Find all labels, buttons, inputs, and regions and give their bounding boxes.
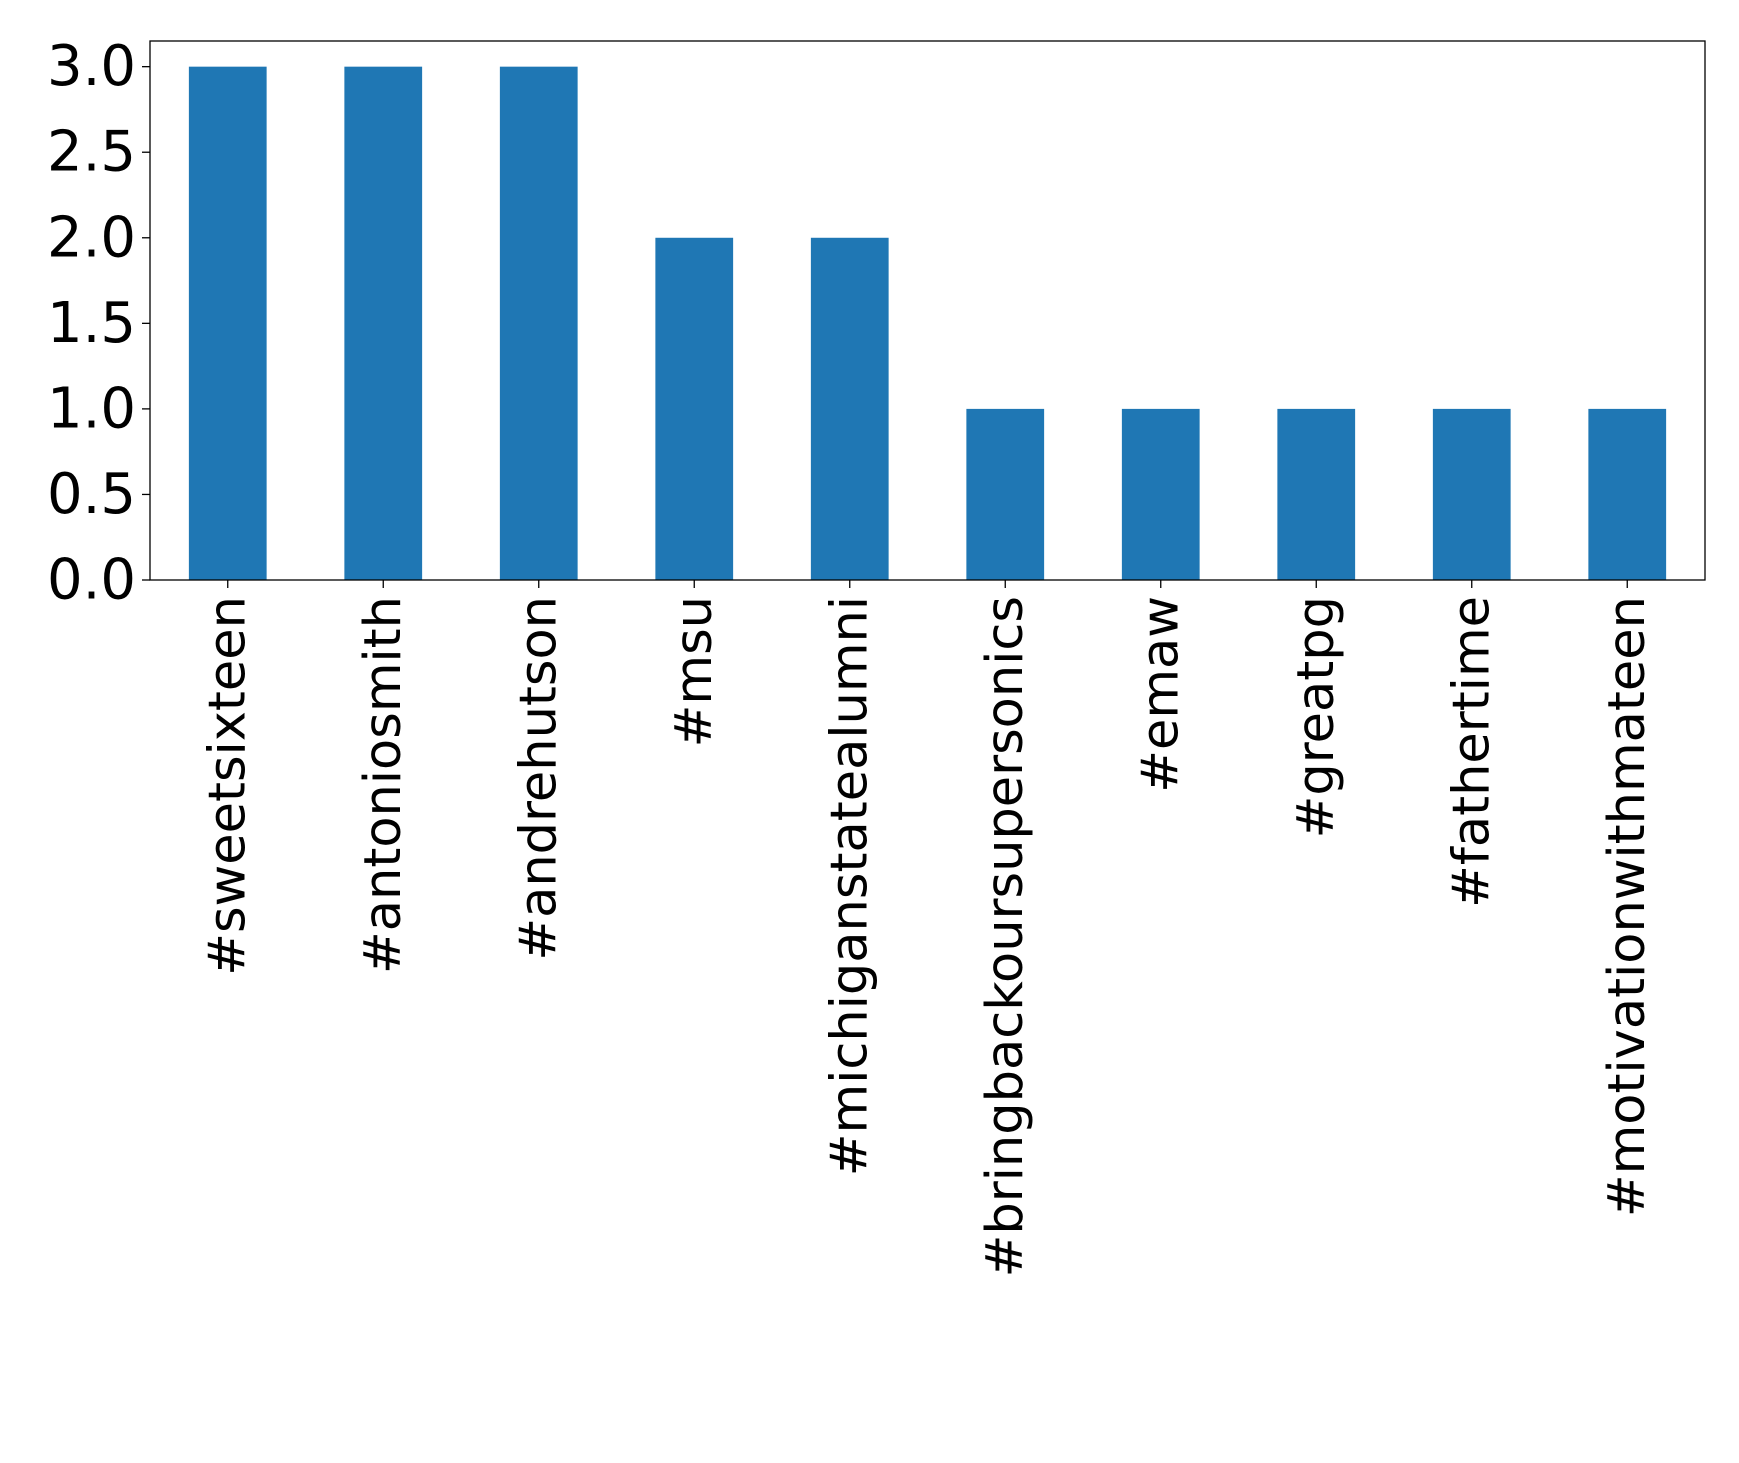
bar-bringbackoursupersonics (966, 408, 1045, 580)
y-tick-label: 2.5 (47, 120, 136, 185)
y-tick-label: 2.0 (47, 205, 136, 270)
x-tick-label: #emaw (1131, 596, 1190, 793)
y-tick-label: 1.5 (47, 291, 136, 356)
x-tick-label: #michiganstatealumni (820, 596, 879, 1176)
bars-group (188, 66, 1667, 580)
y-axis: 0.0 0.5 1.0 1.5 2.0 2.5 3.0 (47, 34, 150, 613)
x-tick-label: #antoniosmith (354, 596, 413, 974)
x-axis: #sweetsixteen #antoniosmith #andrehutson #m… (198, 580, 1657, 1277)
y-tick-label: 1.0 (47, 376, 136, 441)
plot-area-frame (149, 40, 1706, 581)
x-tick-label: #sweetsixteen (198, 596, 257, 976)
y-tick-label: 0.5 (47, 462, 136, 527)
x-tick-label: #greatpg (1287, 596, 1346, 838)
x-tick-label: #andrehutson (509, 596, 568, 961)
x-tick-label: #motivationwithmateen (1598, 596, 1657, 1217)
bar-antoniosmith (344, 66, 423, 580)
y-tick-label: 3.0 (47, 34, 136, 99)
y-tick-label: 0.0 (47, 548, 136, 613)
x-tick-label: #bringbackoursupersonics (976, 596, 1035, 1277)
bar-msu (655, 237, 734, 580)
bar-michiganstatealumni (810, 237, 889, 580)
x-tick-label: #fathertime (1442, 596, 1501, 908)
bar-sweetsixteen (188, 66, 267, 580)
bar-motivationwithmateen (1588, 408, 1667, 580)
bar-fathertime (1432, 408, 1511, 580)
bar-emaw (1121, 408, 1200, 580)
bar-greatpg (1277, 408, 1356, 580)
bar-andrehutson (499, 66, 578, 580)
x-tick-label: #msu (665, 596, 724, 747)
